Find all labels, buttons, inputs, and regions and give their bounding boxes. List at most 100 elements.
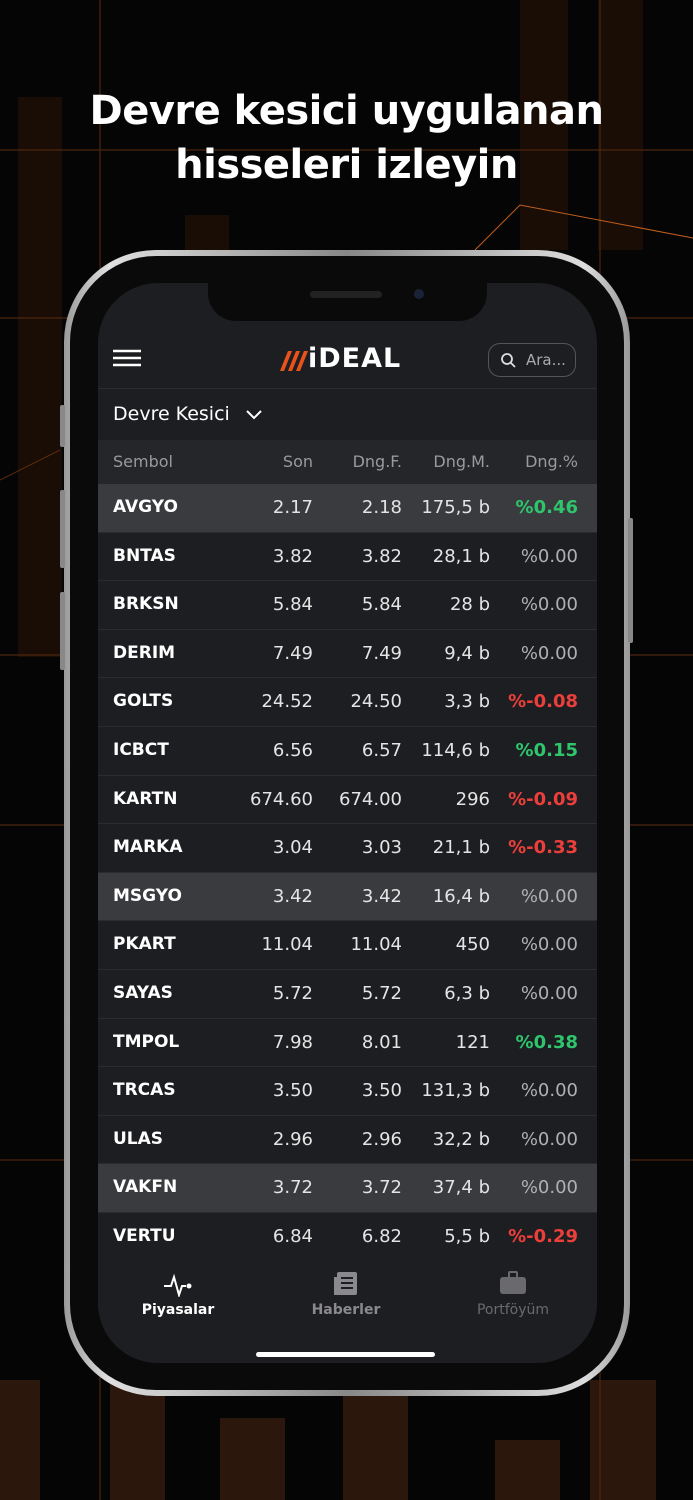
cell-value: %0.00: [520, 934, 578, 956]
cell-value: 3.42: [272, 885, 313, 907]
cell-value: 3.50: [272, 1080, 313, 1102]
cell-value: 24.52: [261, 691, 313, 713]
cell-value: 674.00: [339, 788, 402, 810]
cell-value: 450: [455, 934, 490, 956]
side-button: [60, 592, 65, 670]
table-row[interactable]: DERIM 7.49 7.49 9,4 b %0.00: [98, 630, 597, 679]
list-title[interactable]: Devre Kesici: [113, 403, 262, 425]
cell-value: 2.96: [272, 1128, 313, 1150]
cell-value: 32,2 b: [432, 1128, 490, 1150]
cell-value: 2.17: [272, 497, 313, 518]
table-row[interactable]: VERTU 6.84 6.82 5,5 b %-0.29: [98, 1213, 597, 1262]
cell-value: 6.57: [361, 740, 402, 761]
nav-icon: [334, 1272, 357, 1295]
symbol: MSGYO: [113, 885, 182, 906]
headline: Devre kesici uygulanan: [89, 88, 604, 134]
nav-label[interactable]: Haberler: [311, 1302, 381, 1318]
column-header: Dng.M.: [433, 452, 490, 471]
table-row[interactable]: KARTN 674.60 674.00 296 %-0.09: [98, 776, 597, 825]
logo-mark: [280, 351, 308, 371]
cell-value: 175,5 b: [421, 497, 490, 518]
cell-value: 3.82: [361, 545, 402, 567]
cell-value: 11.04: [261, 934, 313, 956]
cell-value: 3.82: [272, 545, 313, 567]
menu-icon[interactable]: [113, 349, 141, 367]
nav-label[interactable]: Piyasalar: [141, 1302, 215, 1318]
symbol: VERTU: [113, 1226, 176, 1246]
table-header: Sembol Son Dng.F. Dng.M. Dng.%: [98, 440, 597, 484]
table-row[interactable]: VAKFN 3.72 3.72 37,4 b %0.00: [98, 1164, 597, 1213]
list-title-text: Devre Kesici: [113, 403, 230, 425]
cell-value: 7.49: [272, 642, 313, 664]
cell-value: %-0.09: [508, 788, 578, 810]
table-row[interactable]: ULAS 2.96 2.96 32,2 b %0.00: [98, 1116, 597, 1165]
table-row[interactable]: TRCAS 3.50 3.50 131,3 b %0.00: [98, 1067, 597, 1116]
nav-icon: [500, 1271, 526, 1294]
logo: iDEAL: [308, 343, 402, 374]
cell-value: 3,3 b: [444, 691, 490, 713]
cell-value: 6,3 b: [444, 983, 490, 1004]
cell-value: 21,1 b: [432, 837, 490, 859]
cell-value: %0.00: [520, 594, 578, 616]
cell-value: 16,4 b: [432, 885, 490, 907]
cell-value: 6.82: [361, 1226, 402, 1247]
chevron: [246, 410, 262, 420]
cell-value: %-0.08: [508, 691, 578, 713]
screen: iDEAL Ara... Devre Kesici Sembol Son Dng.F…: [98, 283, 597, 1363]
cell-value: %0.38: [515, 1031, 578, 1053]
symbol: PKART: [113, 934, 176, 955]
cell-value: 2.18: [361, 497, 402, 518]
headline: hisseleri izleyin: [175, 142, 518, 188]
side-button: [60, 405, 65, 447]
table-row[interactable]: TMPOL 7.98 8.01 121 %0.38: [98, 1019, 597, 1068]
search-box[interactable]: Ara...: [488, 343, 576, 377]
table-row[interactable]: BNTAS 3.82 3.82 28,1 b %0.00: [98, 533, 597, 582]
bottom-nav: Piyasalar Haberler Portföyüm: [98, 1259, 597, 1363]
cell-value: 6.84: [272, 1226, 313, 1247]
table-row[interactable]: GOLTS 24.52 24.50 3,3 b %-0.08: [98, 678, 597, 727]
cell-value: %0.00: [520, 1128, 578, 1150]
cell-value: 5.84: [361, 594, 402, 616]
cell-value: 7.49: [361, 642, 402, 664]
cell-value: %0.00: [520, 1080, 578, 1102]
symbol: ULAS: [113, 1128, 164, 1149]
cell-value: 8.01: [361, 1031, 402, 1053]
column-header: Dng.F.: [352, 452, 402, 471]
table-row[interactable]: MARKA 3.04 3.03 21,1 b %-0.33: [98, 824, 597, 873]
cell-value: 3.72: [361, 1177, 402, 1199]
cell-value: 3.03: [361, 837, 402, 859]
cell-value: 24.50: [350, 691, 402, 713]
table-row[interactable]: ICBCT 6.56 6.57 114,6 b %0.15: [98, 727, 597, 776]
nav-label[interactable]: Portföyüm: [476, 1302, 550, 1318]
symbol: DERIM: [113, 642, 176, 663]
table-row[interactable]: BRKSN 5.84 5.84 28 b %0.00: [98, 581, 597, 630]
cell-value: 28 b: [449, 594, 490, 616]
cell-value: 7.98: [272, 1031, 313, 1053]
symbol: AVGYO: [113, 497, 178, 517]
cell-value: %0.00: [520, 642, 578, 664]
table-row[interactable]: AVGYO 2.17 2.18 175,5 b %0.46: [98, 484, 597, 533]
cell-value: 9,4 b: [444, 642, 490, 664]
cell-value: 28,1 b: [432, 545, 490, 567]
symbol: KARTN: [113, 788, 178, 809]
symbol: ICBCT: [113, 740, 169, 760]
symbol: SAYAS: [113, 983, 173, 1003]
cell-value: 2.96: [361, 1128, 402, 1150]
table-row[interactable]: MSGYO 3.42 3.42 16,4 b %0.00: [98, 872, 597, 922]
symbol: TMPOL: [113, 1031, 180, 1052]
symbol: BNTAS: [113, 545, 176, 566]
table-row[interactable]: SAYAS 5.72 5.72 6,3 b %0.00: [98, 970, 597, 1019]
home-indicator: [256, 1352, 435, 1357]
cell-value: %0.00: [520, 983, 578, 1004]
cell-value: 6.56: [272, 740, 313, 761]
cell-value: %0.00: [520, 1177, 578, 1199]
table-row[interactable]: PKART 11.04 11.04 450 %0.00: [98, 921, 597, 970]
column-header: Sembol: [113, 452, 173, 471]
cell-value: %-0.33: [508, 837, 578, 859]
symbol: TRCAS: [113, 1080, 176, 1101]
symbol: BRKSN: [113, 594, 179, 615]
column-header: Son: [282, 452, 313, 471]
cell-value: %-0.29: [508, 1226, 578, 1247]
cell-value: 3.42: [361, 885, 402, 907]
